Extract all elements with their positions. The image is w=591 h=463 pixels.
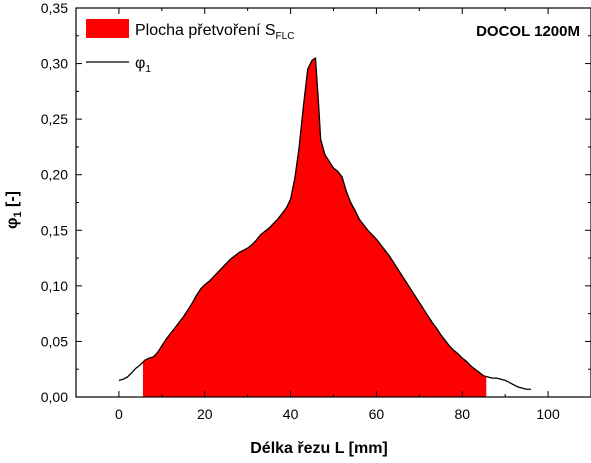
y-axis-title-suffix: [-] <box>4 191 21 211</box>
y-tick-label: 0,10 <box>41 278 68 294</box>
line-layer <box>118 57 531 390</box>
x-tick-label: 40 <box>283 406 299 422</box>
x-tick-label: 80 <box>454 406 470 422</box>
y-axis-title: φ1 [-] <box>4 191 24 229</box>
area-fill <box>142 58 487 398</box>
tick-layer: 0 20 40 60 80 100 0,00 0,05 0,10 0,15 0,20 0,25 0,30… <box>41 0 591 422</box>
x-tick-label: 60 <box>369 406 385 422</box>
y-tick-label: 0,05 <box>41 333 68 349</box>
y-tick-label: 0,30 <box>41 56 68 72</box>
x-tick-label: 0 <box>115 406 123 422</box>
y-tick-label: 0,25 <box>41 111 68 127</box>
y-tick-label: 0,00 <box>41 389 68 405</box>
legend-label-fill-main: Plocha přetvoření S <box>135 22 276 39</box>
legend-label-line-main: φ <box>135 55 145 72</box>
y-axis-title-sub: 1 <box>12 211 24 217</box>
legend-label-fill-sub: FLC <box>276 31 295 42</box>
x-axis-title: Délka řezu L [mm] <box>250 440 388 457</box>
x-tick-label: 100 <box>536 406 560 422</box>
legend-label-line: φ1 <box>135 55 151 75</box>
series-line-phi1 <box>118 57 531 390</box>
y-axis-title-main: φ <box>4 218 21 229</box>
x-tick-label: 20 <box>197 406 213 422</box>
legend-swatch-fill <box>86 19 129 38</box>
annotation-material: DOCOL 1200M <box>476 23 580 40</box>
fill-layer <box>142 58 487 398</box>
y-tick-label: 0,35 <box>41 0 68 16</box>
y-tick-label: 0,15 <box>41 222 68 238</box>
y-tick-label: 0,20 <box>41 167 68 183</box>
legend-label-fill: Plocha přetvoření SFLC <box>135 22 294 42</box>
legend-label-line-sub: 1 <box>145 64 151 75</box>
